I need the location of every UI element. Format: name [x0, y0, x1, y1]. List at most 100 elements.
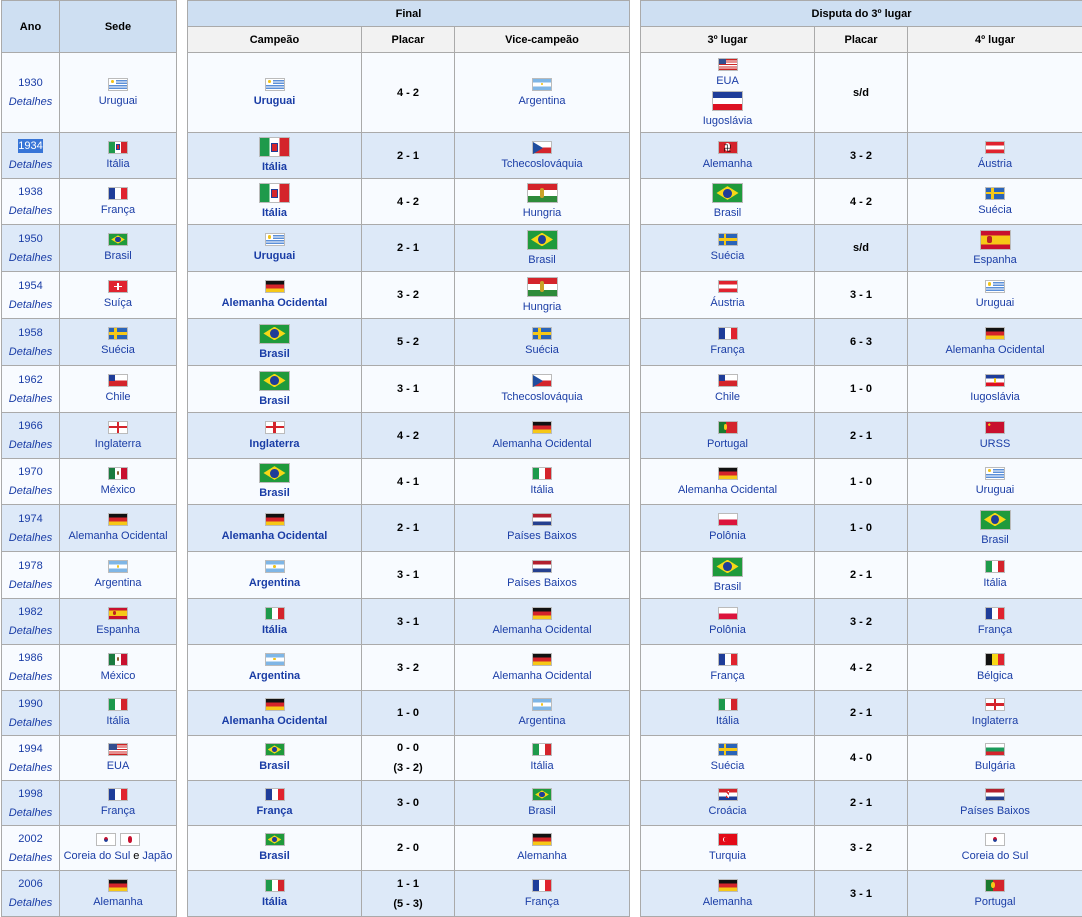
- year-link[interactable]: 1954: [18, 279, 43, 292]
- champion-link[interactable]: Itália: [261, 895, 288, 908]
- third-place-link[interactable]: França: [710, 344, 745, 356]
- runner-up-link[interactable]: Brasil: [528, 805, 556, 817]
- champion-link[interactable]: Itália: [261, 623, 288, 636]
- third-place-link[interactable]: Áustria: [710, 297, 745, 309]
- details-link[interactable]: Detalhes: [8, 298, 53, 311]
- third-place-link[interactable]: Brasil: [713, 207, 742, 219]
- year-link[interactable]: 1982: [18, 606, 43, 618]
- fourth-place-link[interactable]: URSS: [979, 437, 1011, 450]
- host-link[interactable]: Alemanha Ocidental: [68, 530, 168, 542]
- fourth-place-link[interactable]: Alemanha Ocidental: [945, 344, 1045, 356]
- year-link[interactable]: 1930: [18, 77, 43, 89]
- fourth-place-link[interactable]: Áustria: [977, 157, 1013, 170]
- year-link[interactable]: 1994: [18, 742, 43, 755]
- details-link[interactable]: Detalhes: [8, 345, 53, 358]
- runner-up-link[interactable]: Hungria: [522, 300, 562, 313]
- host-link[interactable]: Suíça: [103, 297, 133, 309]
- fourth-place-link[interactable]: Bulgária: [974, 760, 1016, 772]
- details-link[interactable]: Detalhes: [8, 897, 53, 909]
- champion-link[interactable]: Alemanha Ocidental: [221, 297, 328, 309]
- host-link[interactable]: Brasil: [104, 250, 132, 262]
- runner-up-link[interactable]: Argentina: [518, 715, 566, 727]
- third-place-link[interactable]: Croácia: [708, 805, 747, 817]
- third-place-link[interactable]: Polônia: [709, 530, 746, 542]
- details-link[interactable]: Detalhes: [8, 392, 53, 405]
- third-place-link[interactable]: Suécia: [710, 250, 745, 262]
- details-link[interactable]: Detalhes: [8, 671, 53, 683]
- year-link[interactable]: 1934: [18, 139, 43, 153]
- third-place-link[interactable]: EUA: [716, 74, 739, 87]
- fourth-place-link[interactable]: Suécia: [978, 203, 1012, 216]
- runner-up-link[interactable]: Alemanha Ocidental: [492, 669, 592, 682]
- fourth-place-link[interactable]: Países Baixos: [960, 805, 1030, 817]
- year-link[interactable]: 1950: [18, 232, 43, 245]
- champion-link[interactable]: Alemanha Ocidental: [221, 715, 328, 727]
- details-link[interactable]: Detalhes: [8, 439, 53, 451]
- champion-link[interactable]: Argentina: [248, 577, 301, 589]
- year-link[interactable]: 1938: [18, 186, 43, 198]
- third-place-link[interactable]: Portugal: [707, 437, 748, 450]
- champion-link[interactable]: Itália: [261, 207, 288, 219]
- runner-up-link[interactable]: Alemanha: [517, 850, 567, 862]
- third-place-link[interactable]: Chile: [714, 391, 741, 403]
- details-link[interactable]: Detalhes: [8, 806, 53, 819]
- champion-link[interactable]: Brasil: [259, 760, 290, 772]
- details-link[interactable]: Detalhes: [8, 96, 53, 108]
- host-link[interactable]: França: [100, 203, 136, 216]
- fourth-place-link[interactable]: Coreia do Sul: [961, 850, 1029, 862]
- runner-up-link[interactable]: Tchecoslováquia: [501, 157, 583, 170]
- fourth-place-link[interactable]: Iugoslávia: [970, 391, 1020, 403]
- host-link[interactable]: Itália: [106, 157, 130, 170]
- year-link[interactable]: 1998: [18, 787, 43, 800]
- runner-up-link[interactable]: Países Baixos: [507, 577, 577, 589]
- fourth-place-link[interactable]: Inglaterra: [971, 715, 1019, 727]
- fourth-place-link[interactable]: Uruguai: [975, 483, 1015, 496]
- champion-link[interactable]: Brasil: [259, 850, 290, 862]
- host-link[interactable]: Argentina: [94, 577, 142, 589]
- runner-up-link[interactable]: Suécia: [525, 344, 559, 356]
- third-place-link[interactable]: Brasil: [713, 580, 742, 593]
- champion-link[interactable]: Brasil: [259, 487, 290, 499]
- champion-link[interactable]: Uruguai: [253, 94, 296, 107]
- year-link[interactable]: 1990: [18, 697, 43, 710]
- details-link[interactable]: Detalhes: [8, 159, 53, 171]
- year-link[interactable]: 1970: [18, 466, 43, 478]
- details-link[interactable]: Detalhes: [8, 251, 53, 264]
- details-link[interactable]: Detalhes: [8, 761, 53, 774]
- host-link[interactable]: México: [100, 483, 136, 496]
- details-link[interactable]: Detalhes: [8, 205, 53, 217]
- host-link[interactable]: Coreia do Sul: [63, 850, 131, 862]
- year-link[interactable]: 1962: [18, 373, 43, 386]
- host-link[interactable]: Espanha: [96, 623, 140, 636]
- runner-up-link[interactable]: Alemanha Ocidental: [492, 623, 592, 636]
- year-link[interactable]: 2002: [18, 832, 43, 845]
- details-link[interactable]: Detalhes: [8, 485, 53, 497]
- champion-link[interactable]: Argentina: [248, 669, 301, 682]
- runner-up-link[interactable]: Brasil: [528, 253, 556, 266]
- runner-up-link[interactable]: Itália: [530, 483, 554, 496]
- details-link[interactable]: Detalhes: [8, 625, 53, 637]
- year-link[interactable]: 1986: [18, 652, 43, 664]
- details-link[interactable]: Detalhes: [8, 851, 53, 864]
- details-link[interactable]: Detalhes: [8, 578, 53, 591]
- year-link[interactable]: 1966: [18, 420, 43, 432]
- runner-up-link[interactable]: Itália: [530, 760, 554, 772]
- third-place-link[interactable]: Alemanha: [702, 157, 753, 170]
- runner-up-link[interactable]: França: [524, 895, 560, 908]
- champion-link[interactable]: França: [256, 805, 293, 817]
- fourth-place-link[interactable]: Itália: [983, 577, 1007, 589]
- champion-link[interactable]: Brasil: [259, 394, 290, 407]
- champion-link[interactable]: Brasil: [259, 347, 290, 360]
- fourth-place-link[interactable]: Uruguai: [975, 297, 1015, 309]
- third-place-link[interactable]: Suécia: [710, 760, 745, 772]
- host-link[interactable]: Uruguai: [98, 94, 138, 107]
- champion-link[interactable]: Alemanha Ocidental: [221, 530, 328, 542]
- host-link[interactable]: Alemanha: [93, 895, 143, 908]
- runner-up-link[interactable]: Países Baixos: [507, 530, 577, 542]
- runner-up-link[interactable]: Argentina: [518, 94, 566, 107]
- host-link[interactable]: México: [100, 669, 136, 682]
- details-link[interactable]: Detalhes: [8, 716, 53, 729]
- third-place-link[interactable]: França: [710, 669, 745, 682]
- third-place-link[interactable]: Alemanha Ocidental: [677, 483, 778, 496]
- third-place-link[interactable]: Alemanha: [702, 895, 753, 908]
